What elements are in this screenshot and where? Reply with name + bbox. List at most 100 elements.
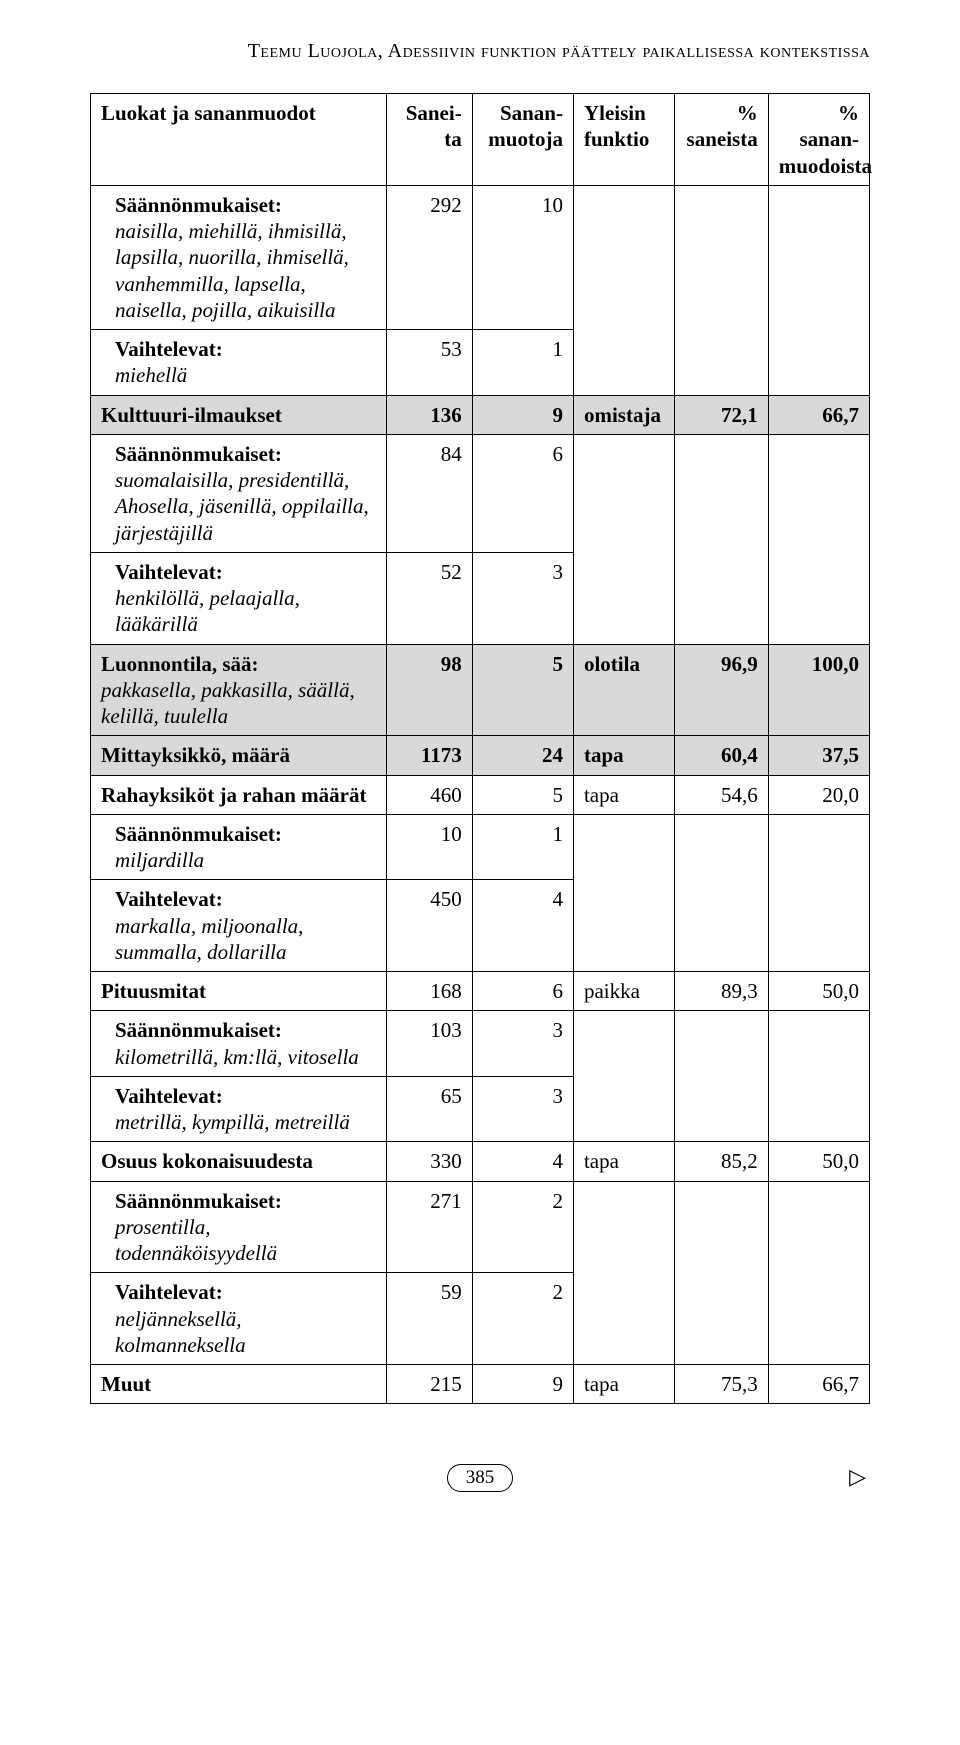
cell-empty xyxy=(675,1076,768,1142)
col-header-saneita: Sanei- ta xyxy=(387,94,473,186)
table-row: Osuus kokonaisuudesta 330 4 tapa 85,2 50… xyxy=(91,1142,870,1181)
cell-empty xyxy=(675,1273,768,1365)
cell-label: Säännönmukaiset: suomalaisilla, presiden… xyxy=(91,434,387,552)
cell-funktio: tapa xyxy=(573,775,674,814)
row-desc: suomalaisilla, presidentillä, Ahosella, … xyxy=(115,468,369,545)
cell-label: Säännönmukaiset: prosentilla, todennäköi… xyxy=(91,1181,387,1273)
cell-funktio: olotila xyxy=(573,644,674,736)
cell-saneita: 168 xyxy=(387,972,473,1011)
cell-funktio: omistaja xyxy=(573,395,674,434)
cell-empty xyxy=(573,434,674,552)
cell-saneita: 84 xyxy=(387,434,473,552)
row-desc: miljardilla xyxy=(115,848,204,872)
cell-pct-muodoista: 66,7 xyxy=(768,395,869,434)
cell-muotoja: 5 xyxy=(472,644,573,736)
cell-empty xyxy=(675,1181,768,1273)
cell-muotoja: 3 xyxy=(472,1011,573,1077)
cell-muotoja: 4 xyxy=(472,880,573,972)
cell-saneita: 1173 xyxy=(387,736,473,775)
cell-label: Luonnontila, sää: pakkasella, pakkasilla… xyxy=(91,644,387,736)
col-header-part: Sanan- xyxy=(500,101,563,125)
cell-empty xyxy=(675,1011,768,1077)
cell-empty xyxy=(675,552,768,644)
cell-empty xyxy=(768,1076,869,1142)
table-row: Vaihtelevat: henkilöllä, pelaajalla, lää… xyxy=(91,552,870,644)
cell-pct-muodoista: 37,5 xyxy=(768,736,869,775)
cell-saneita: 10 xyxy=(387,814,473,880)
cell-muotoja: 1 xyxy=(472,330,573,396)
table-row: Vaihtelevat: markalla, miljoonalla, summ… xyxy=(91,880,870,972)
cell-saneita: 98 xyxy=(387,644,473,736)
cell-label: Vaihtelevat: markalla, miljoonalla, summ… xyxy=(91,880,387,972)
cell-saneita: 136 xyxy=(387,395,473,434)
cell-empty xyxy=(573,330,674,396)
cell-pct-saneista: 85,2 xyxy=(675,1142,768,1181)
cell-pct-muodoista: 20,0 xyxy=(768,775,869,814)
row-label: Säännönmukaiset: xyxy=(115,822,282,846)
cell-empty xyxy=(573,1011,674,1077)
table-row: Säännönmukaiset: miljardilla 10 1 xyxy=(91,814,870,880)
cell-label: Vaihtelevat: neljänneksellä, kolmannekse… xyxy=(91,1273,387,1365)
cell-label: Muut xyxy=(91,1365,387,1404)
cell-muotoja: 6 xyxy=(472,434,573,552)
cell-muotoja: 9 xyxy=(472,395,573,434)
cell-empty xyxy=(768,434,869,552)
col-header-part: Sanei- xyxy=(406,101,462,125)
col-header-part: ta xyxy=(444,127,462,151)
row-desc: pakkasella, pakkasilla, säällä, kelillä,… xyxy=(101,678,355,728)
table-row: Vaihtelevat: miehellä 53 1 xyxy=(91,330,870,396)
row-label: Vaihtelevat: xyxy=(115,560,223,584)
cell-pct-saneista: 96,9 xyxy=(675,644,768,736)
cell-saneita: 450 xyxy=(387,880,473,972)
col-header-yleisin: Yleisin funktio xyxy=(573,94,674,186)
row-desc: miehellä xyxy=(115,363,187,387)
table-row: Mittayksikkö, määrä 1173 24 tapa 60,4 37… xyxy=(91,736,870,775)
cell-empty xyxy=(573,552,674,644)
col-header-part: % xyxy=(737,101,758,125)
table-row: Pituusmitat 168 6 paikka 89,3 50,0 xyxy=(91,972,870,1011)
cell-empty xyxy=(768,880,869,972)
table-row: Rahayksiköt ja rahan määrät 460 5 tapa 5… xyxy=(91,775,870,814)
table-row: Säännönmukaiset: kilometrillä, km:llä, v… xyxy=(91,1011,870,1077)
cell-muotoja: 6 xyxy=(472,972,573,1011)
running-head: Teemu Luojola, Adessiivin funktion päätt… xyxy=(90,40,870,63)
cell-label: Vaihtelevat: miehellä xyxy=(91,330,387,396)
cell-pct-saneista: 72,1 xyxy=(675,395,768,434)
cell-pct-muodoista: 66,7 xyxy=(768,1365,869,1404)
table-row: Säännönmukaiset: naisilla, miehillä, ihm… xyxy=(91,185,870,329)
cell-empty xyxy=(768,1181,869,1273)
col-header-part: % sanan- xyxy=(799,101,859,151)
row-label: Säännönmukaiset: xyxy=(115,1018,282,1042)
cell-saneita: 52 xyxy=(387,552,473,644)
cell-label: Rahayksiköt ja rahan määrät xyxy=(91,775,387,814)
row-label: Vaihtelevat: xyxy=(115,337,223,361)
cell-funktio: tapa xyxy=(573,736,674,775)
col-header-part: Yleisin xyxy=(584,101,646,125)
cell-empty xyxy=(573,1181,674,1273)
cell-empty xyxy=(573,880,674,972)
cell-pct-saneista: 89,3 xyxy=(675,972,768,1011)
row-desc: markalla, miljoonalla, summalla, dollari… xyxy=(115,914,303,964)
cell-label: Mittayksikkö, määrä xyxy=(91,736,387,775)
table-row: Säännönmukaiset: suomalaisilla, presiden… xyxy=(91,434,870,552)
cell-muotoja: 3 xyxy=(472,1076,573,1142)
page-number: 385 xyxy=(447,1464,514,1492)
row-label: Vaihtelevat: xyxy=(115,887,223,911)
cell-empty xyxy=(768,1011,869,1077)
cell-label: Säännönmukaiset: miljardilla xyxy=(91,814,387,880)
cell-pct-muodoista: 50,0 xyxy=(768,972,869,1011)
col-header-part: saneista xyxy=(687,127,758,151)
cell-saneita: 65 xyxy=(387,1076,473,1142)
row-label: Säännönmukaiset: xyxy=(115,1189,282,1213)
cell-funktio: tapa xyxy=(573,1365,674,1404)
row-label: Vaihtelevat: xyxy=(115,1280,223,1304)
cell-empty xyxy=(768,814,869,880)
cell-muotoja: 2 xyxy=(472,1273,573,1365)
cell-empty xyxy=(768,1273,869,1365)
cell-label: Vaihtelevat: metrillä, kympillä, metreil… xyxy=(91,1076,387,1142)
cell-pct-muodoista: 100,0 xyxy=(768,644,869,736)
cell-saneita: 330 xyxy=(387,1142,473,1181)
cell-empty xyxy=(573,814,674,880)
cell-saneita: 53 xyxy=(387,330,473,396)
cell-pct-muodoista: 50,0 xyxy=(768,1142,869,1181)
